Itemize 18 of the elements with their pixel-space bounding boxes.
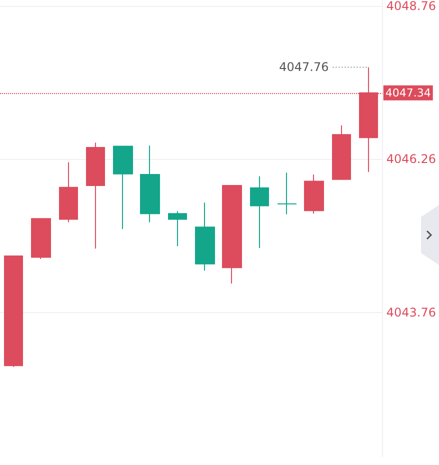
candlestick: [332, 124, 351, 180]
candlestick: [59, 162, 78, 223]
candlestick: [86, 142, 105, 250]
candlestick: [222, 184, 242, 284]
candlestick: [168, 210, 187, 247]
candlestick: [31, 218, 51, 260]
candlestick: [304, 174, 324, 214]
y-tick-label: 4043.76: [386, 305, 436, 320]
candlestick: [195, 202, 215, 272]
ref-line-label: 4047.34: [385, 86, 431, 100]
candlestick: [140, 145, 160, 223]
y-tick-label: 4048.76: [386, 0, 436, 13]
annotation: 4047.76: [279, 60, 329, 74]
candlestick: [277, 172, 297, 215]
candlestick: [113, 146, 133, 230]
y-tick-label: 4046.26: [386, 152, 436, 166]
candlestick: [4, 255, 23, 368]
candlestick: [250, 176, 269, 248]
